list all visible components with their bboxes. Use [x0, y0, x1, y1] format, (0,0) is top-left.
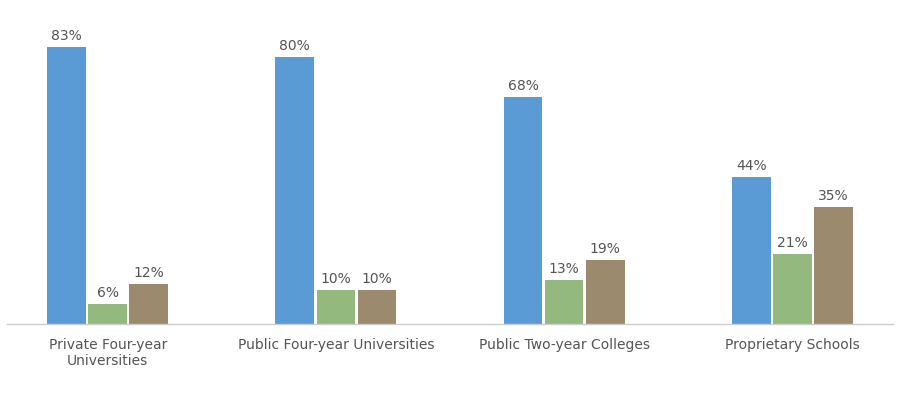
Text: 13%: 13%: [549, 262, 580, 276]
Bar: [357, 290, 396, 324]
Text: 80%: 80%: [279, 39, 310, 53]
Text: 35%: 35%: [818, 189, 849, 203]
Text: 10%: 10%: [320, 272, 351, 286]
Bar: [773, 254, 812, 324]
Bar: [88, 304, 127, 324]
Bar: [732, 177, 770, 324]
Bar: [275, 57, 314, 324]
Bar: [47, 47, 86, 324]
Bar: [317, 290, 356, 324]
Text: 12%: 12%: [133, 266, 164, 280]
Text: 10%: 10%: [362, 272, 392, 286]
Text: 83%: 83%: [51, 29, 82, 43]
Text: 21%: 21%: [777, 236, 807, 250]
Text: 44%: 44%: [736, 159, 767, 173]
Bar: [586, 260, 625, 324]
Bar: [130, 284, 168, 324]
Text: 6%: 6%: [96, 286, 119, 300]
Text: 68%: 68%: [508, 79, 538, 93]
Text: 19%: 19%: [590, 242, 621, 256]
Bar: [504, 97, 543, 324]
Bar: [544, 281, 583, 324]
Bar: [814, 207, 853, 324]
